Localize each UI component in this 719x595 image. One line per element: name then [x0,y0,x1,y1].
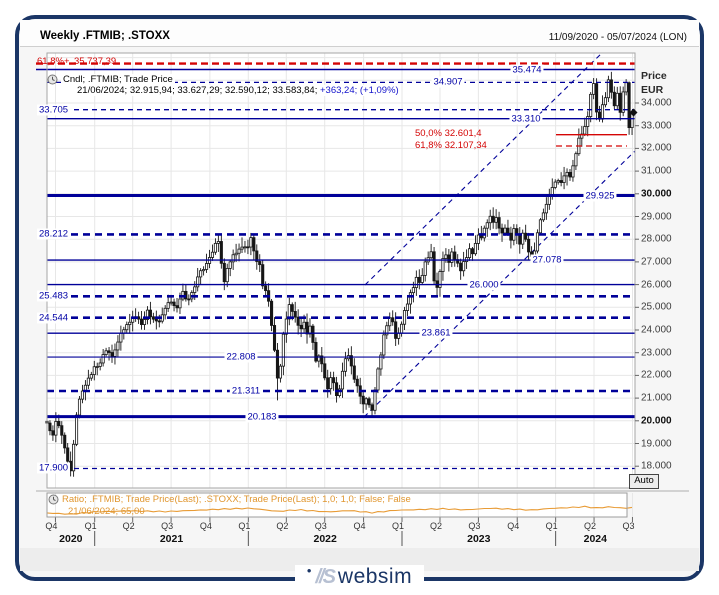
ohlc-values: 21/06/2024; 32.915,94; 33.627,29; 32.590… [77,85,320,96]
fib-retracement-mid-labels: 50,0% 32.601,4 61,8% 32.107,34 [415,128,487,152]
chart-title: Weekly .FTMIB; .STOXX [40,30,170,42]
price-axis-title: Price [641,70,667,82]
ratio-frame [46,492,628,518]
fib-anchor-marker: + [63,56,70,67]
auto-scale-button[interactable]: Auto [629,474,659,489]
price-axis-currency: EUR [641,84,664,96]
fib-top-value: 35.737,39 [73,56,117,67]
ratio-legend-values: 21/06/2024; 65,00 [68,506,145,517]
ratio-panel[interactable]: Ratio; .FTMIB; Trade Price(Last); .STOXX… [47,493,625,517]
change-values: +363,24; (+1,09%) [320,85,399,96]
last-price-marker [629,108,638,117]
websim-logo: • //S websim [294,563,425,589]
price-series-legend[interactable]: Cndl; .FTMIB; Trade Price [47,73,175,85]
bottom-strip [20,548,699,571]
websim-logo-word: websim [337,565,413,588]
fib-retracement-top-label: 61,8%+ 35.737,39 [37,56,116,67]
clock-icon [47,74,58,84]
ratio-legend: Ratio; .FTMIB; Trade Price(Last); .STOXX… [48,494,411,505]
websim-logo-monogram: //S [315,566,336,588]
candles-layer [45,71,634,477]
date-range: 11/09/2020 - 05/07/2024 (LON) [548,32,687,43]
fib-top-pct: 61,8% [37,56,64,67]
fib-50-label: 50,0% 32.601,4 [415,128,482,139]
axis-ticks [54,102,639,546]
plot-frame [46,52,636,489]
watermark: • //S websim [0,563,719,591]
title-separator [20,46,699,47]
fib-618-label: 61,8% 32.107,34 [415,140,487,151]
price-series-legend-text: Cndl; .FTMIB; Trade Price [61,73,175,85]
price-series-values: 21/06/2024; 32.915,94; 33.627,29; 32.590… [75,85,401,96]
title-band [20,20,699,46]
ratio-legend-text: Ratio; .FTMIB; Trade Price(Last); .STOXX… [62,494,411,505]
websim-logo-dot: • [306,563,312,578]
ratio-background [47,493,627,517]
ratio-line [46,505,633,515]
clock-icon [48,494,59,505]
